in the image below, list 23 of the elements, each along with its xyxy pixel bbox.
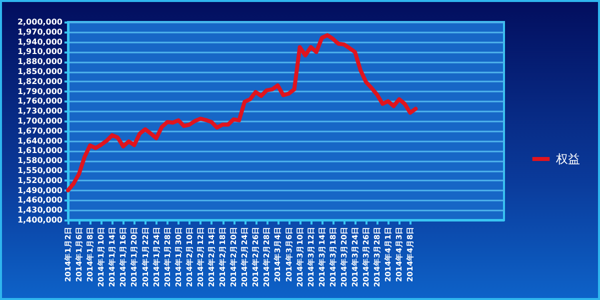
y-tick-label: 1,820,000 bbox=[17, 76, 63, 86]
y-tick-label: 1,700,000 bbox=[17, 116, 63, 126]
y-tick-label: 1,790,000 bbox=[17, 86, 63, 96]
y-tick-label: 1,520,000 bbox=[17, 176, 63, 185]
y-tick-label: 1,730,000 bbox=[17, 106, 63, 116]
y-tick-label: 2,000,000 bbox=[17, 18, 63, 26]
y-tick-label: 1,670,000 bbox=[17, 126, 63, 136]
y-tick-label: 1,880,000 bbox=[17, 57, 63, 66]
line-series bbox=[66, 33, 418, 192]
legend-label: 权益 bbox=[555, 152, 580, 166]
y-tick-label: 1,490,000 bbox=[17, 186, 63, 195]
y-tick-label: 1,580,000 bbox=[17, 156, 63, 166]
y-tick-label: 1,850,000 bbox=[17, 67, 63, 76]
y-tick-label: 1,940,000 bbox=[17, 37, 63, 46]
y-tick-label: 1,400,000 bbox=[17, 216, 63, 224]
y-tick-label: 1,430,000 bbox=[17, 206, 63, 215]
y-tick-label: 1,550,000 bbox=[17, 166, 63, 175]
y-tick-label: 1,910,000 bbox=[17, 47, 63, 56]
y-tick-label: 1,460,000 bbox=[17, 196, 63, 205]
y-tick-label: 1,760,000 bbox=[17, 96, 63, 106]
y-tick-label: 1,640,000 bbox=[17, 136, 63, 146]
y-tick-label: 1,970,000 bbox=[17, 27, 63, 36]
y-tick-label: 1,610,000 bbox=[17, 146, 63, 156]
